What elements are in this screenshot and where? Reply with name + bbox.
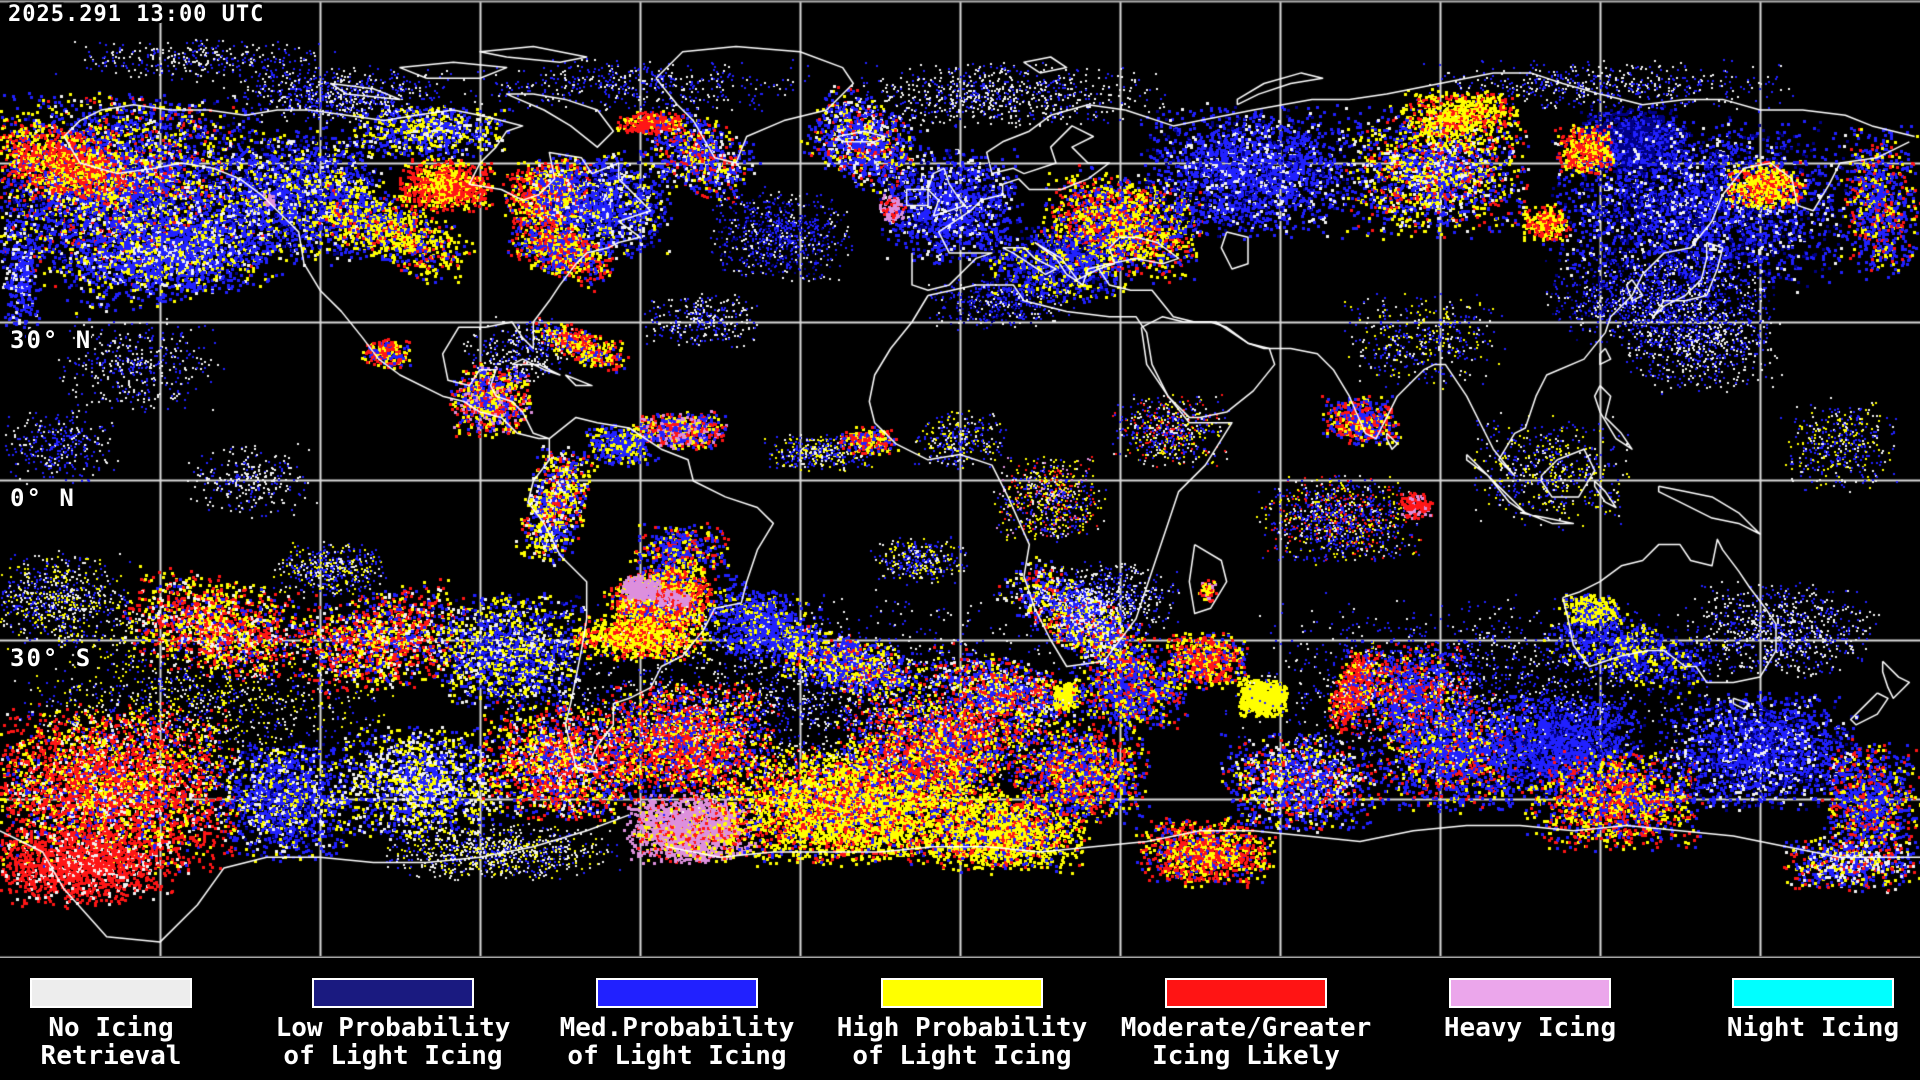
- world-icing-map-canvas: [0, 0, 1920, 958]
- high-probability-swatch: [881, 978, 1043, 1008]
- med-probability-swatch: [596, 978, 758, 1008]
- timestamp-label: 2025.291 13:00 UTC: [8, 2, 265, 27]
- legend-label: High Probability of Light Icing: [836, 1013, 1088, 1071]
- legend-item-med-probability: Med.Probability of Light Icing: [527, 958, 827, 1070]
- legend-label: Low Probability of Light Icing: [275, 1013, 511, 1071]
- latitude-label-30s: 30° S: [10, 644, 93, 672]
- legend-label: Night Icing: [1726, 1013, 1900, 1043]
- legend-item-heavy-icing: Heavy Icing: [1380, 958, 1680, 1042]
- legend: No Icing Retrieval Low Probability of Li…: [0, 958, 1920, 1080]
- moderate-greater-swatch: [1165, 978, 1327, 1008]
- latitude-label-30n: 30° N: [10, 326, 93, 354]
- legend-label: Heavy Icing: [1443, 1013, 1617, 1043]
- latitude-label-0n: 0° N: [10, 484, 76, 512]
- legend-item-no-icing: No Icing Retrieval: [0, 958, 261, 1070]
- legend-item-moderate-greater: Moderate/Greater Icing Likely: [1096, 958, 1396, 1070]
- legend-label: Med.Probability of Light Icing: [559, 1013, 795, 1071]
- legend-item-high-probability: High Probability of Light Icing: [812, 958, 1112, 1070]
- legend-label: Moderate/Greater Icing Likely: [1120, 1013, 1372, 1071]
- low-probability-swatch: [312, 978, 474, 1008]
- night-icing-swatch: [1732, 978, 1894, 1008]
- legend-item-night-icing: Night Icing: [1663, 958, 1920, 1042]
- legend-item-low-probability: Low Probability of Light Icing: [243, 958, 543, 1070]
- heavy-icing-swatch: [1449, 978, 1611, 1008]
- legend-label: No Icing Retrieval: [40, 1013, 182, 1071]
- no-icing-swatch: [30, 978, 192, 1008]
